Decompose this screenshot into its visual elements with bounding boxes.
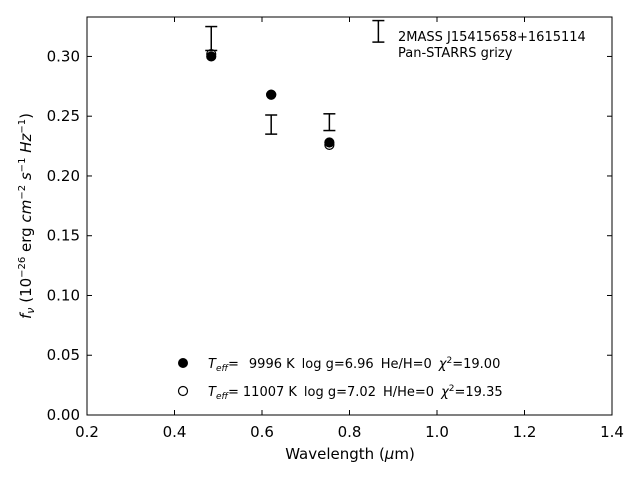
x-tick-label: 0.4: [163, 423, 187, 441]
error-bar: [265, 114, 278, 135]
error-bar: [372, 19, 385, 43]
y-axis-label: fν (10−26 erg cm−2 s−1 Hz−1): [17, 113, 37, 319]
error-bar: [323, 113, 336, 132]
x-tick-label: 0.8: [338, 423, 362, 441]
x-axis-ticks: 0.2 0.4 0.6 0.8 1.0 1.2 1.4: [75, 17, 624, 441]
y-tick-label: 0.25: [47, 107, 80, 125]
x-axis-label: Wavelength (μm): [285, 445, 415, 463]
data-point-open: [206, 48, 217, 60]
y-tick-label: 0.05: [47, 346, 80, 364]
y-tick-label: 0.30: [47, 47, 80, 65]
y-tick-label: 0.15: [47, 227, 80, 245]
x-tick-label: 1.4: [600, 423, 624, 441]
x-tick-label: 0.2: [75, 423, 99, 441]
y-tick-label: 0.00: [47, 406, 80, 424]
y-axis-ticks: 0.00 0.05 0.10 0.15 0.20 0.25 0.30: [47, 47, 612, 424]
x-tick-label: 0.6: [250, 423, 274, 441]
data-point-open: [266, 89, 277, 100]
y-tick-label: 0.20: [47, 167, 80, 185]
model-points: [206, 48, 335, 150]
plot-frame: [86, 16, 613, 416]
y-tick-label: 0.10: [47, 286, 80, 304]
error-bar: [205, 25, 218, 52]
x-tick-label: 1.2: [513, 423, 537, 441]
data-point-open: [324, 139, 335, 150]
annotation-object-name: 2MASS J15415658+1615114: [398, 30, 586, 45]
observed-error-bars: [205, 19, 385, 135]
annotation-survey: Pan-STARRS grizy: [398, 46, 513, 61]
legend-marker-filled: [178, 358, 188, 368]
legend-marker-open: [177, 385, 189, 397]
x-tick-label: 1.0: [425, 423, 449, 441]
